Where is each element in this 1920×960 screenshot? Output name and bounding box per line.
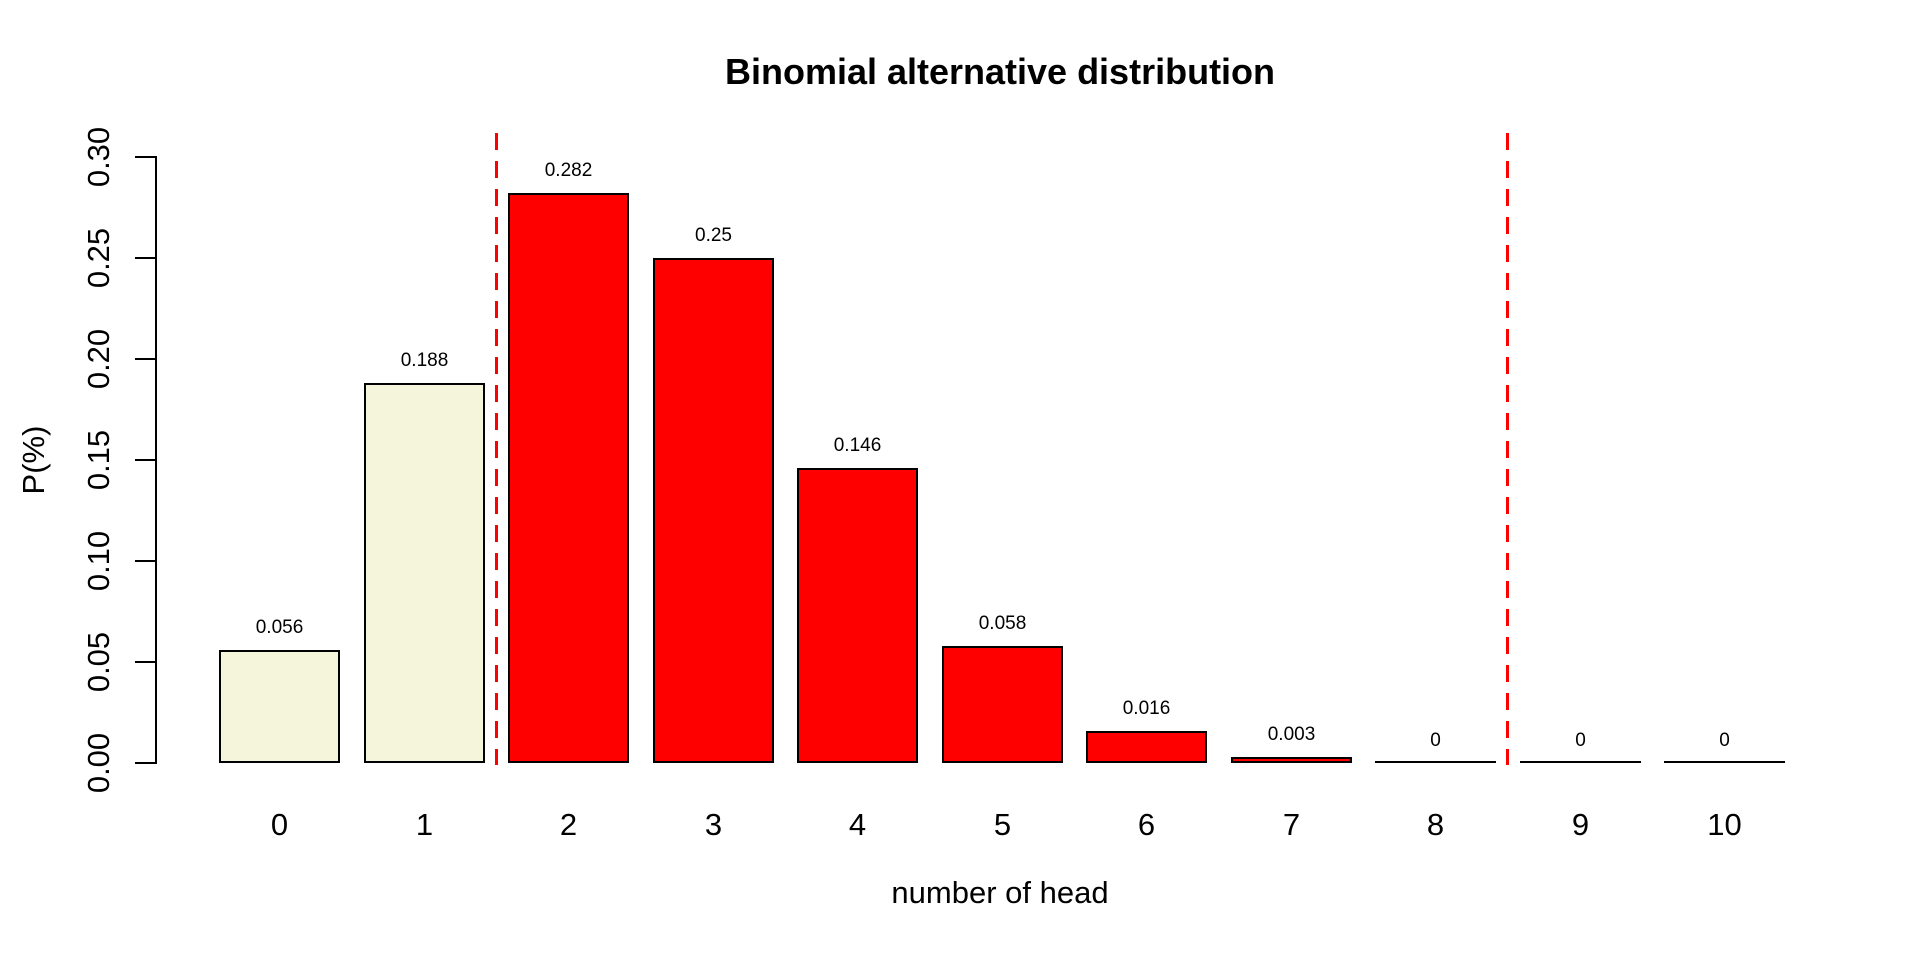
bar-value-label: 0.282 xyxy=(544,160,593,181)
reference-line xyxy=(1506,133,1509,765)
x-tick-label: 7 xyxy=(1282,807,1301,842)
bar-value-label: 0 xyxy=(1575,730,1586,751)
y-tick-label: 0.20 xyxy=(81,328,116,390)
bar-value-label: 0.058 xyxy=(978,613,1027,634)
y-axis-tick xyxy=(135,762,155,764)
bar-value-label: 0.25 xyxy=(695,225,732,246)
y-tick-label: 0.05 xyxy=(81,631,116,693)
y-axis-tick xyxy=(135,661,155,663)
x-tick-label: 0 xyxy=(270,807,289,842)
chart-title: Binomial alternative distribution xyxy=(724,51,1276,92)
x-tick-label: 4 xyxy=(848,807,867,842)
bar-8 xyxy=(1375,761,1496,763)
y-axis-tick xyxy=(135,257,155,259)
bar-5 xyxy=(942,646,1063,763)
bar-value-label: 0.016 xyxy=(1122,698,1171,719)
x-tick-label: 3 xyxy=(704,807,723,842)
y-tick-label: 0.15 xyxy=(81,429,116,491)
bar-value-label: 0.003 xyxy=(1267,724,1316,745)
bar-value-label: 0.146 xyxy=(833,435,882,456)
x-tick-label: 6 xyxy=(1137,807,1156,842)
y-tick-label: 0.25 xyxy=(81,227,116,289)
bar-10 xyxy=(1664,761,1785,763)
bar-3 xyxy=(653,258,774,763)
x-tick-label: 2 xyxy=(559,807,578,842)
y-tick-label: 0.10 xyxy=(81,530,116,592)
bar-value-label: 0 xyxy=(1719,730,1730,751)
y-axis-tick xyxy=(135,560,155,562)
x-tick-label: 8 xyxy=(1426,807,1445,842)
bar-1 xyxy=(364,383,485,763)
x-tick-label: 1 xyxy=(415,807,434,842)
bar-value-label: 0.188 xyxy=(400,350,449,371)
bar-value-label: 0.056 xyxy=(255,617,304,638)
y-axis-tick xyxy=(135,358,155,360)
y-tick-label: 0.30 xyxy=(81,126,116,188)
x-tick-label: 10 xyxy=(1707,807,1742,842)
y-axis-tick xyxy=(135,156,155,158)
bar-value-label: 0 xyxy=(1430,730,1441,751)
y-axis-title: P(%) xyxy=(16,425,51,495)
x-tick-label: 9 xyxy=(1571,807,1590,842)
bar-4 xyxy=(797,468,918,763)
bar-2 xyxy=(508,193,629,763)
x-tick-label: 5 xyxy=(993,807,1012,842)
bar-9 xyxy=(1520,761,1641,763)
bar-0 xyxy=(219,650,340,763)
bar-7 xyxy=(1231,757,1352,763)
y-axis-line xyxy=(155,156,157,764)
x-axis-title: number of head xyxy=(891,875,1109,910)
bar-6 xyxy=(1086,731,1207,763)
reference-line xyxy=(495,133,498,765)
y-tick-label: 0.00 xyxy=(81,732,116,794)
y-axis-tick xyxy=(135,459,155,461)
